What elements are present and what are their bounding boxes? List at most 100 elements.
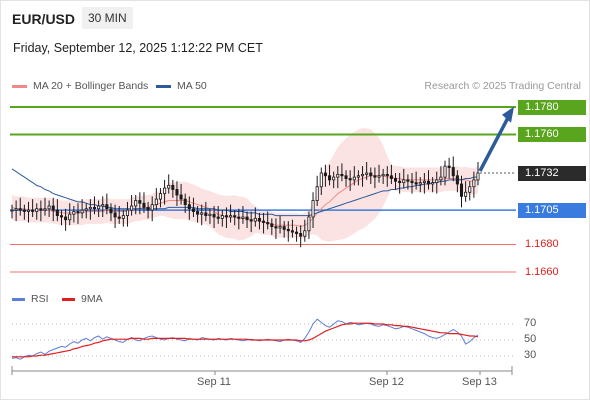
candle-body — [59, 215, 64, 218]
candle-body — [455, 175, 459, 185]
ma50-swatch — [156, 84, 171, 88]
candle-body — [435, 179, 439, 184]
candle-body — [97, 205, 101, 210]
candle-body — [55, 209, 59, 217]
candle-body — [18, 208, 22, 211]
candle-body — [68, 213, 72, 221]
candle-body — [125, 209, 129, 217]
candle-body — [464, 191, 468, 197]
candle-body — [113, 212, 117, 218]
candle-body — [278, 226, 282, 229]
candle-body — [175, 189, 179, 196]
candle-body — [101, 204, 105, 207]
candle-body — [402, 179, 406, 184]
forecast-arrow-shaft — [478, 116, 510, 172]
candle-body — [187, 204, 191, 210]
candle-body — [266, 222, 270, 225]
candle-body — [51, 205, 55, 211]
candle-body — [431, 182, 435, 185]
candle-body — [241, 216, 245, 219]
legend-rsi-label: RSI — [31, 293, 49, 305]
candle-body — [303, 230, 307, 237]
candle-body — [426, 180, 431, 185]
candle-body — [154, 198, 158, 206]
candle-body — [167, 184, 171, 189]
ma50-line — [11, 168, 478, 217]
candle-body — [229, 215, 233, 218]
candle-body — [451, 167, 455, 177]
legend-ma20: MA 20 + Bollinger Bands — [12, 80, 148, 92]
candle-body — [476, 172, 480, 181]
legend-ma50-label: MA 50 — [177, 80, 207, 92]
candle-body — [459, 183, 464, 197]
candle-body — [105, 204, 109, 210]
candle-body — [406, 179, 410, 182]
candle-body — [286, 228, 290, 232]
candle-body — [369, 172, 373, 177]
candle-body — [233, 215, 237, 218]
timeframe-badge[interactable]: 30 MIN — [82, 7, 133, 29]
candle-body — [212, 213, 216, 218]
level-tag-resistance: 1.1780 — [518, 99, 586, 115]
candle-body — [393, 178, 398, 182]
level-tag-last: 1.1732 — [518, 165, 586, 181]
candle-body — [92, 206, 97, 210]
candle-body — [158, 193, 162, 200]
candle-body — [253, 217, 257, 222]
legend-ma50: MA 50 — [156, 80, 207, 92]
candle-body — [356, 175, 360, 178]
candle-body — [64, 216, 68, 221]
candle-body — [257, 217, 261, 222]
candle-body — [249, 219, 253, 222]
candle-body — [39, 208, 43, 211]
candle-body — [179, 194, 183, 200]
candle-body — [80, 209, 84, 214]
candle-body — [31, 209, 35, 212]
candle-body — [142, 202, 146, 208]
symbol-title: EUR/USD — [12, 11, 76, 27]
candle-body — [88, 206, 92, 210]
candle-body — [146, 206, 150, 211]
candle-body — [422, 180, 426, 184]
x-tick-label: Sep 11 — [197, 376, 232, 388]
candle-body — [10, 209, 14, 212]
candle-body — [274, 226, 278, 229]
candle-body — [150, 204, 154, 211]
candle-body — [328, 175, 332, 181]
level-tag-resistance: 1.1760 — [518, 127, 586, 142]
candle-body — [84, 208, 88, 211]
chart-datetime: Friday, September 12, 2025 1:12:22 PM CE… — [13, 41, 263, 55]
candle-body — [237, 216, 241, 219]
candle-body — [43, 208, 47, 211]
candle-body — [121, 215, 125, 219]
x-tick-label: Sep 13 — [462, 376, 497, 388]
candle-body — [414, 182, 418, 185]
candle-body — [216, 216, 220, 219]
candle-body — [134, 200, 138, 207]
candle-body — [14, 208, 18, 211]
candle-body — [262, 220, 266, 223]
legend-rsi-ma-label: 9MA — [81, 293, 103, 305]
candle-body — [270, 223, 274, 228]
rsi-tick-label: 30 — [524, 349, 537, 361]
candle-body — [22, 209, 26, 212]
candle-body — [307, 216, 311, 232]
rsi-tick-label: 50 — [524, 333, 537, 345]
candle-body — [220, 215, 224, 219]
candle-body — [348, 178, 352, 181]
candle-body — [418, 182, 422, 185]
candle-body — [171, 184, 175, 190]
candle-body — [373, 175, 377, 178]
candle-body — [365, 172, 369, 175]
candle-body — [332, 176, 336, 181]
candle-body — [398, 180, 402, 184]
candle-body — [439, 176, 443, 181]
credit-text: Research © 2025 Trading Central — [424, 80, 581, 92]
candle-body — [47, 205, 51, 210]
candle-body — [282, 226, 286, 230]
candle-body — [130, 205, 134, 211]
legend-rsi-ma: 9MA — [62, 293, 103, 305]
candle-body — [138, 200, 142, 204]
legend-rsi: RSI — [12, 293, 49, 305]
